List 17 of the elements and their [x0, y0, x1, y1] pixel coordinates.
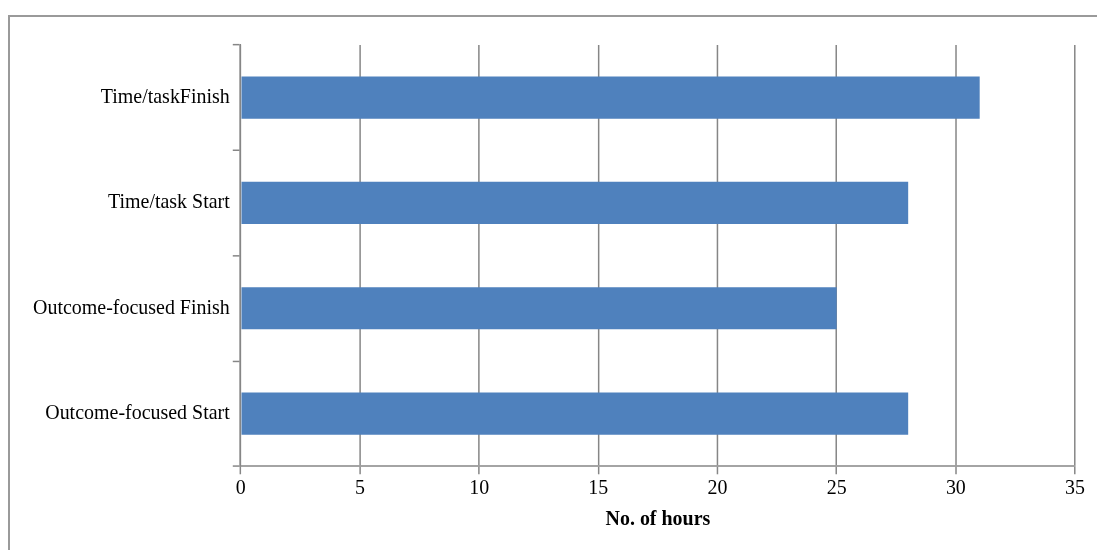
x-tick-label: 15 — [588, 476, 609, 499]
x-tick-label: 0 — [235, 476, 246, 499]
x-tick-label: 5 — [354, 476, 365, 499]
y-tick-label: Outcome-focused Start — [45, 400, 231, 423]
x-tick-label: 30 — [945, 476, 966, 499]
x-tick-label: 20 — [707, 476, 728, 499]
y-tick-label: Outcome-focused Finish — [33, 295, 230, 318]
y-tick-label: Time/taskFinish — [100, 84, 230, 107]
bar — [241, 181, 909, 224]
x-tick-label: 35 — [1065, 476, 1086, 499]
bar — [241, 392, 909, 435]
y-tick-label: Time/task Start — [108, 190, 231, 213]
bar — [241, 76, 980, 119]
x-axis-title: No. of hours — [605, 507, 711, 530]
x-tick-label: 25 — [826, 476, 847, 499]
x-tick-label: 10 — [469, 476, 490, 499]
bar — [241, 287, 837, 330]
